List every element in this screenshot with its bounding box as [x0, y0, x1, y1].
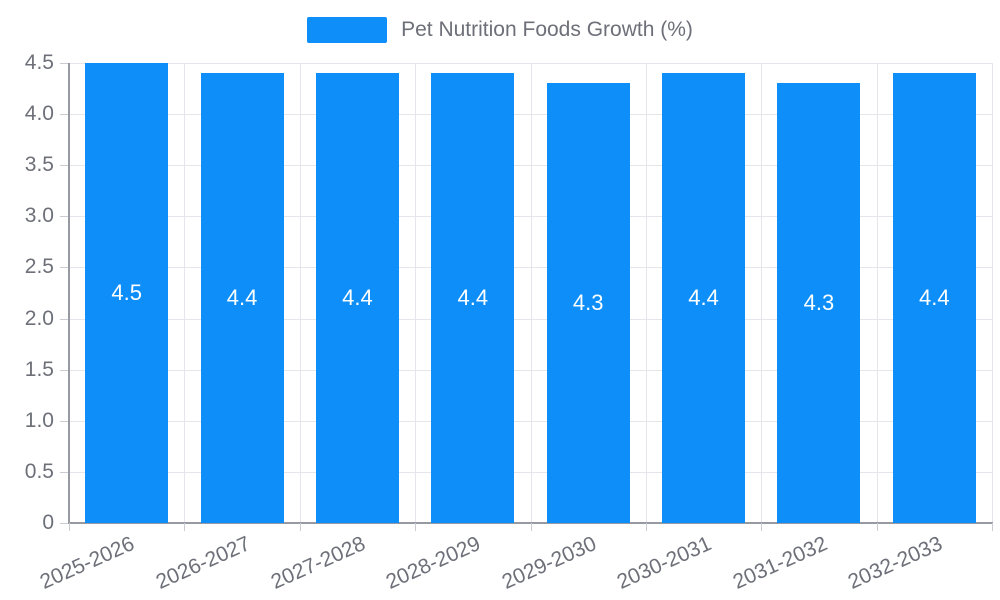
gridline-vertical	[876, 63, 878, 523]
y-axis-tick	[60, 471, 68, 473]
x-axis-tick	[992, 523, 993, 531]
bar-value-label: 4.4	[919, 285, 950, 311]
y-axis-tick	[60, 267, 68, 269]
gridline-vertical	[415, 63, 417, 523]
x-axis-category-label: 2026-2027	[152, 532, 254, 594]
bar-value-label: 4.3	[803, 290, 835, 316]
y-axis-tick	[60, 420, 68, 422]
y-axis-tick-label: 0	[42, 511, 54, 534]
bar[interactable]: 4.3	[546, 83, 630, 523]
x-axis-category-label: 2031-2032	[729, 532, 831, 594]
bar-value-label: 4.4	[688, 285, 719, 311]
bar[interactable]: 4.4	[200, 73, 284, 523]
gridline-vertical	[645, 63, 647, 523]
bar[interactable]: 4.3	[777, 83, 861, 523]
y-axis-tick	[60, 165, 68, 167]
bar-value-label: 4.4	[226, 285, 258, 311]
bar[interactable]: 4.5	[85, 63, 169, 523]
y-axis-tick	[60, 63, 68, 64]
x-axis-category-label: 2032-2033	[844, 532, 946, 594]
legend[interactable]: Pet Nutrition Foods Growth (%)	[0, 17, 1000, 43]
y-axis-tick-label: 4.0	[24, 102, 54, 126]
bar-value-label: 4.4	[342, 285, 373, 311]
x-axis-tick	[761, 523, 763, 531]
x-axis-category-label: 2030-2031	[613, 532, 715, 594]
x-axis-tick	[69, 523, 70, 531]
y-axis-tick	[60, 369, 68, 371]
y-axis-tick	[60, 523, 68, 524]
x-axis-tick	[299, 523, 301, 531]
y-axis-tick-label: 4.5	[24, 51, 54, 74]
x-axis-category-label: 2025-2026	[36, 532, 139, 594]
x-axis-tick	[415, 523, 417, 531]
bar-value-label: 4.5	[111, 280, 142, 305]
y-axis-tick-label: 2.5	[24, 255, 54, 279]
x-axis-category-label: 2029-2030	[498, 532, 600, 594]
gridline-vertical	[184, 63, 186, 523]
y-axis-tick	[60, 318, 68, 320]
y-axis-tick-label: 0.5	[24, 459, 54, 483]
legend-label: Pet Nutrition Foods Growth (%)	[401, 18, 693, 41]
gridline-vertical	[530, 63, 532, 523]
y-axis-tick-label: 1.5	[24, 357, 54, 381]
bar[interactable]: 4.4	[315, 73, 399, 523]
x-axis-tick	[876, 523, 878, 531]
x-axis-tick	[184, 523, 186, 531]
bar-value-label: 4.4	[457, 285, 489, 311]
y-axis-tick-label: 2.0	[24, 306, 54, 330]
y-axis-tick-label: 3.0	[24, 204, 54, 228]
bar[interactable]: 4.4	[892, 73, 976, 523]
x-axis-category-label: 2027-2028	[267, 532, 369, 594]
gridline-vertical	[761, 63, 763, 523]
y-axis-tick-label: 3.5	[24, 153, 54, 177]
x-axis-category-label: 2028-2029	[383, 532, 485, 594]
bar[interactable]: 4.4	[662, 73, 746, 523]
gridline-vertical	[992, 63, 993, 523]
bar-value-label: 4.3	[572, 290, 604, 316]
y-axis-tick	[60, 114, 68, 116]
x-axis-tick	[645, 523, 647, 531]
gridline-vertical	[299, 63, 301, 523]
legend-swatch	[307, 17, 388, 43]
bar[interactable]: 4.4	[431, 73, 515, 523]
y-axis-tick-label: 1.0	[24, 408, 54, 432]
y-axis-tick	[60, 216, 68, 218]
x-axis-tick	[530, 523, 532, 531]
y-axis-line	[68, 63, 70, 524]
